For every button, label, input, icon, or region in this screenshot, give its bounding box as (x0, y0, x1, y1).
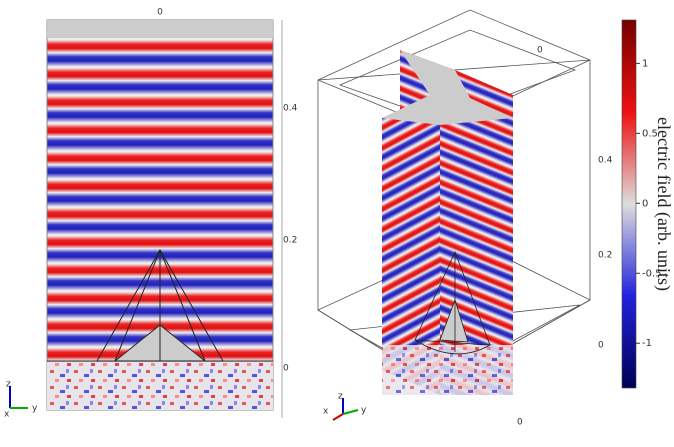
colorbar-tick-label: 1 (642, 58, 648, 69)
tick-label: 0 (283, 364, 289, 374)
colorbar-tick-label: -1 (642, 338, 652, 349)
colorbar: electric field (arb. units) 1 0.5 0 -0.5 -1 (621, 19, 674, 389)
colorbar-tick-label: 0 (642, 198, 648, 209)
right-panel: 0 0.4 0.2 0 0 z y x (317, 9, 613, 428)
axis-letter: z (338, 392, 343, 402)
left-panel: 0 0.4 0.2 0 z x y (4, 8, 298, 420)
axis-letter: y (32, 404, 38, 414)
tick-label: 0.2 (598, 251, 612, 261)
tick-label: 0 (537, 46, 543, 56)
tick-label: 0.2 (283, 236, 297, 246)
tick-label: 0 (517, 418, 523, 428)
tick-label: 0 (157, 8, 163, 18)
tick-label: 0.4 (598, 156, 613, 166)
axis-letter: x (323, 407, 329, 417)
axis-letter: x (4, 410, 10, 420)
tick-label: 0 (598, 341, 604, 351)
colorbar-tick-label: -0.5 (642, 268, 662, 279)
colorbar-label: electric field (arb. units) (653, 117, 674, 291)
tick-label: 0.4 (283, 104, 298, 114)
colorbar-tick-label: 0.5 (642, 128, 658, 139)
colorbar-gradient (621, 19, 637, 389)
axis-letter: y (361, 406, 367, 416)
axis-letter: z (6, 380, 11, 390)
